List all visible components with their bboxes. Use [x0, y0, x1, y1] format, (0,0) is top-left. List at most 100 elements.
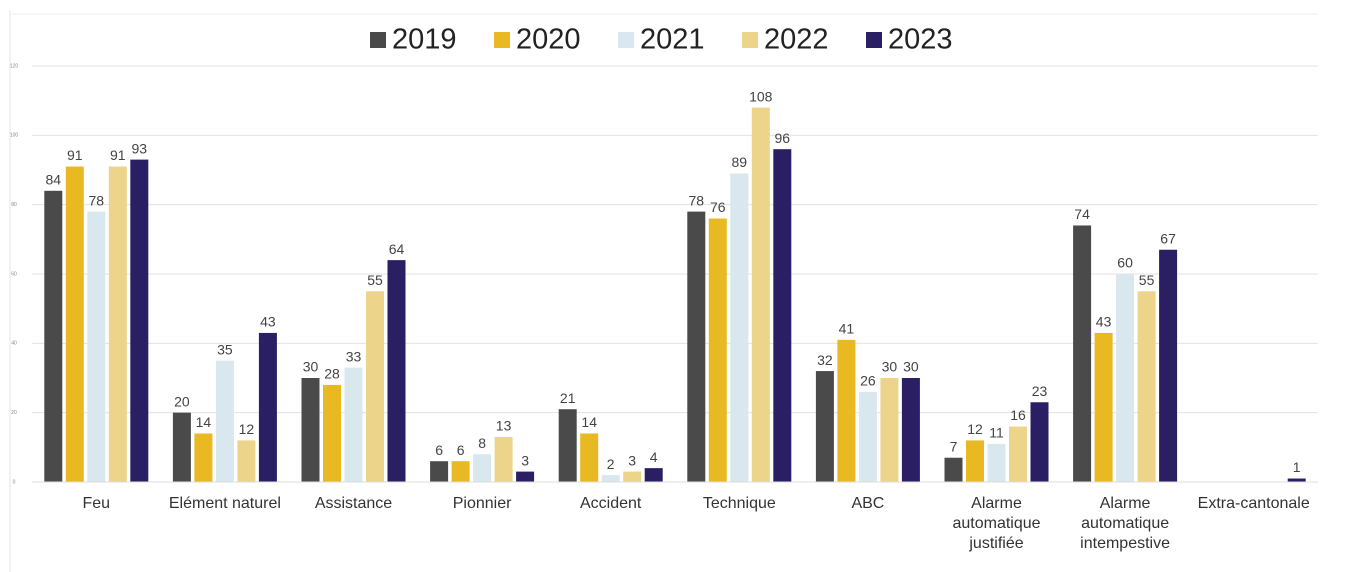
- value-label: 43: [260, 314, 276, 330]
- value-label: 84: [46, 172, 62, 188]
- value-label: 8: [478, 435, 486, 451]
- bar: [687, 211, 706, 482]
- value-label: 93: [132, 140, 148, 156]
- bar: [1287, 478, 1306, 482]
- bar: [880, 378, 899, 482]
- value-label: 4: [650, 449, 658, 465]
- legend-swatch: [618, 32, 634, 48]
- y-tick-label: 60: [11, 271, 17, 277]
- bar: [430, 461, 449, 482]
- bar: [987, 443, 1006, 482]
- value-label: 91: [110, 147, 126, 163]
- value-label: 74: [1074, 206, 1090, 222]
- y-tick-label: 120: [10, 63, 19, 69]
- bar: [194, 433, 213, 482]
- legend-swatch: [866, 32, 882, 48]
- x-tick-label: Alarme automatique intempestive: [1080, 495, 1170, 552]
- value-label: 55: [367, 272, 383, 288]
- value-label: 20: [174, 393, 190, 409]
- value-label: 78: [89, 192, 105, 208]
- legend-label: 2022: [764, 24, 829, 56]
- bar: [815, 371, 834, 482]
- x-tick-label: Accident: [580, 495, 642, 512]
- y-tick-label: 20: [11, 410, 17, 416]
- bar: [1073, 225, 1092, 482]
- value-label: 6: [435, 442, 443, 458]
- value-label: 14: [196, 414, 212, 430]
- value-label: 11: [989, 425, 1004, 441]
- bar: [366, 291, 384, 482]
- x-tick-label: Pionnier: [452, 495, 512, 512]
- bar: [237, 440, 256, 482]
- value-label: 16: [1010, 407, 1026, 423]
- bar: [451, 461, 470, 482]
- x-tick-label: Feu: [82, 495, 111, 512]
- value-label: 7: [950, 438, 958, 454]
- value-label: 13: [496, 418, 512, 434]
- y-tick-label: 0: [13, 479, 16, 485]
- value-label: 43: [1096, 314, 1112, 330]
- bar: [108, 166, 127, 483]
- value-label: 35: [217, 341, 233, 357]
- bar: [387, 260, 406, 482]
- bar: [473, 454, 492, 482]
- value-label: 26: [860, 373, 876, 389]
- bar: [773, 149, 792, 482]
- value-label: 32: [817, 352, 833, 368]
- value-label: 28: [324, 366, 340, 382]
- legend-label: 2019: [392, 24, 457, 56]
- value-label: 91: [67, 147, 83, 163]
- bar: [966, 440, 984, 482]
- bar: [558, 409, 577, 482]
- y-tick-label: 80: [11, 202, 17, 208]
- value-label: 67: [1160, 230, 1176, 246]
- bar: [837, 339, 856, 482]
- y-tick-label: 100: [10, 133, 19, 139]
- bar: [301, 378, 320, 482]
- bar: [87, 211, 106, 482]
- y-tick-label: 40: [11, 341, 17, 347]
- legend-swatch: [370, 32, 386, 48]
- bar: [494, 436, 513, 482]
- bar: [1030, 402, 1049, 482]
- value-label: 30: [303, 359, 319, 375]
- value-label: 1: [1293, 459, 1301, 475]
- value-label: 3: [628, 452, 636, 468]
- bar: [858, 391, 877, 482]
- value-label: 96: [775, 130, 791, 146]
- legend-swatch: [742, 32, 758, 48]
- x-tick-label: Alarme automatique justifiée: [952, 495, 1041, 552]
- value-label: 23: [1032, 383, 1048, 399]
- value-label: 41: [839, 321, 855, 337]
- legend-swatch: [494, 32, 510, 48]
- bar: [730, 173, 749, 482]
- bar: [751, 107, 770, 482]
- value-label: 60: [1117, 255, 1133, 271]
- value-label: 12: [967, 421, 983, 437]
- bar: [516, 471, 535, 482]
- bar: [130, 159, 149, 482]
- value-label: 78: [689, 192, 705, 208]
- value-label: 108: [749, 88, 773, 104]
- value-label: 64: [389, 241, 405, 257]
- bar: [44, 190, 63, 483]
- legend-label: 2020: [516, 24, 581, 56]
- bar: [901, 378, 920, 482]
- bar: [1009, 426, 1027, 482]
- legend-label: 2023: [888, 24, 953, 56]
- value-label: 89: [732, 154, 748, 170]
- bar: [344, 367, 363, 482]
- bar: [1094, 332, 1113, 482]
- bar: [580, 433, 599, 482]
- value-label: 33: [346, 348, 362, 364]
- x-tick-label: Extra-cantonale: [1197, 495, 1310, 512]
- x-tick-label: Technique: [702, 495, 776, 512]
- bar: [65, 166, 84, 483]
- value-label: 3: [521, 452, 529, 468]
- bar: [623, 471, 642, 482]
- bar: [1159, 249, 1178, 482]
- value-label: 12: [239, 421, 255, 437]
- bar: [323, 384, 341, 482]
